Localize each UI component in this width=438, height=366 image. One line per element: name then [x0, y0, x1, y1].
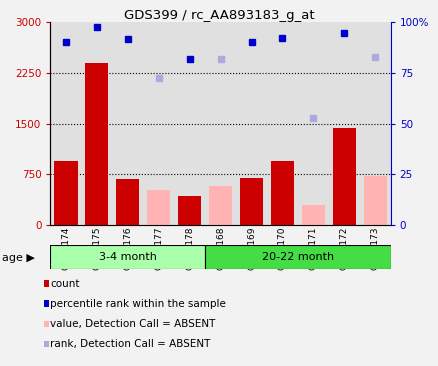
Bar — [266, 22, 297, 225]
Text: percentile rank within the sample: percentile rank within the sample — [50, 299, 226, 309]
Bar — [236, 22, 266, 225]
Bar — [270, 161, 293, 225]
Text: 3-4 month: 3-4 month — [99, 252, 156, 262]
Bar — [301, 205, 324, 225]
Text: GDS399 / rc_AA893183_g_at: GDS399 / rc_AA893183_g_at — [124, 9, 314, 22]
FancyBboxPatch shape — [50, 245, 205, 269]
FancyBboxPatch shape — [205, 245, 390, 269]
Bar — [297, 22, 328, 225]
Bar — [363, 176, 386, 225]
Bar — [147, 190, 170, 225]
Bar — [85, 63, 108, 225]
Bar — [359, 22, 390, 225]
Bar — [50, 22, 81, 225]
Bar — [208, 186, 232, 225]
Text: age ▶: age ▶ — [2, 253, 35, 263]
Bar — [240, 178, 262, 225]
Bar — [205, 22, 236, 225]
Bar — [178, 196, 201, 225]
Text: count: count — [50, 279, 80, 289]
Bar — [328, 22, 359, 225]
Bar — [81, 22, 112, 225]
Bar — [174, 22, 205, 225]
Text: rank, Detection Call = ABSENT: rank, Detection Call = ABSENT — [50, 339, 210, 349]
Bar — [112, 22, 143, 225]
Bar — [54, 161, 78, 225]
Text: 20-22 month: 20-22 month — [261, 252, 333, 262]
Bar — [143, 22, 174, 225]
Bar — [116, 179, 139, 225]
Text: value, Detection Call = ABSENT: value, Detection Call = ABSENT — [50, 319, 215, 329]
Bar — [332, 128, 355, 225]
